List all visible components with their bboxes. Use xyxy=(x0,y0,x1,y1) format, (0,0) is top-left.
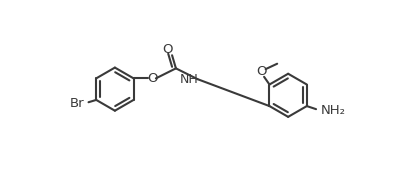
Text: O: O xyxy=(162,43,173,56)
Text: NH₂: NH₂ xyxy=(321,104,346,117)
Text: NH: NH xyxy=(180,73,199,86)
Text: Br: Br xyxy=(69,97,84,110)
Text: O: O xyxy=(147,72,157,85)
Text: O: O xyxy=(257,65,267,78)
